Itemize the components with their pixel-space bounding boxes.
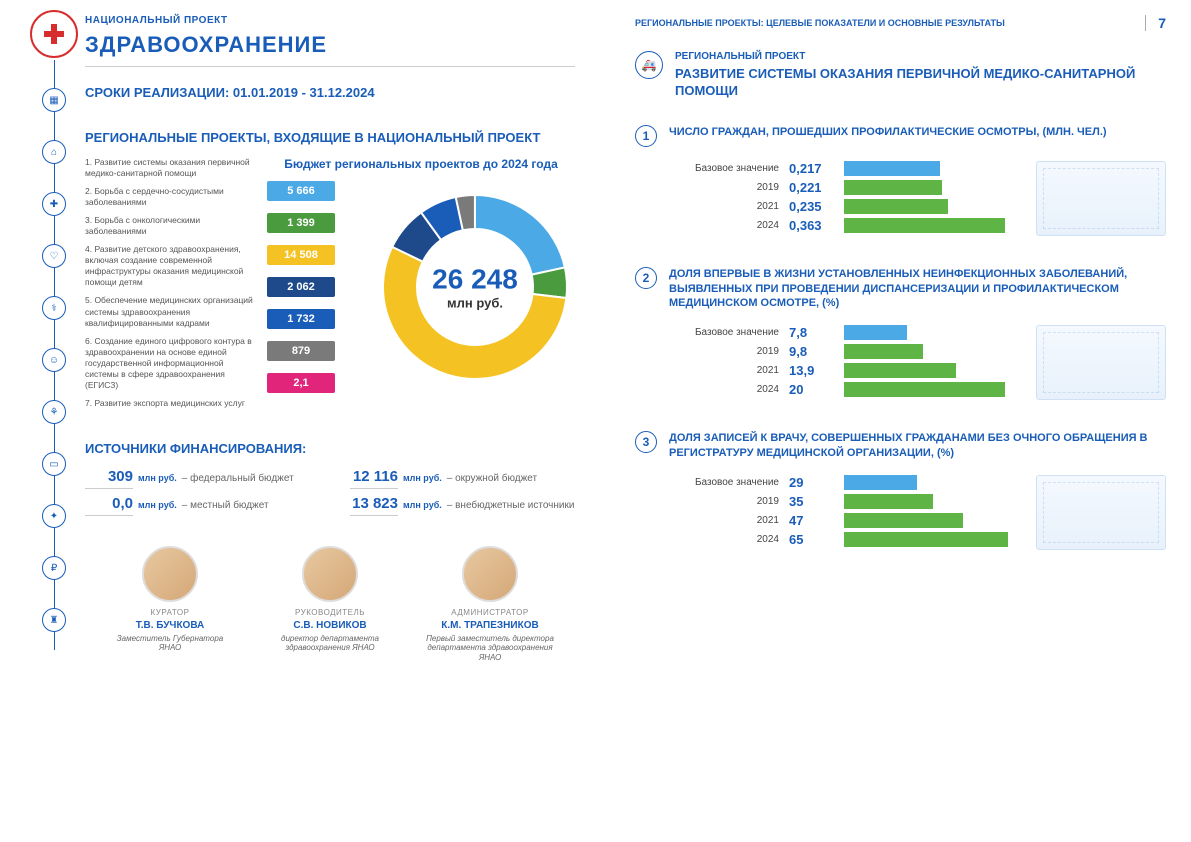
timeline-label: СРОКИ РЕАЛИЗАЦИИ: 01.01.2019 - 31.12.202…	[85, 85, 575, 100]
building-icon: ⌂	[42, 140, 66, 164]
indicator-chart: Базовое значение 29 2019 35 2021 47 2024…	[669, 475, 1021, 551]
page-number: 7	[1145, 15, 1166, 31]
indicator-title: ДОЛЯ ЗАПИСЕЙ К ВРАЧУ, СОВЕРШЕННЫХ ГРАЖДА…	[669, 431, 1166, 461]
indicators-list: 1 ЧИСЛО ГРАЖДАН, ПРОШЕДШИХ ПРОФИЛАКТИЧЕС…	[635, 125, 1166, 551]
page-title: ЗДРАВООХРАНЕНИЕ	[85, 32, 575, 58]
project-item: 7. Развитие экспорта медицинских услуг	[85, 398, 255, 409]
project-item: 1. Развитие системы оказания первичной м…	[85, 157, 255, 179]
budget-badge: 2,1	[267, 373, 335, 393]
indicator: 3 ДОЛЯ ЗАПИСЕЙ К ВРАЧУ, СОВЕРШЕННЫХ ГРАЖ…	[635, 431, 1166, 551]
avatar	[142, 546, 198, 602]
indicator-number: 2	[635, 267, 657, 289]
budget-badge: 2 062	[267, 277, 335, 297]
indicator-illustration	[1036, 325, 1166, 400]
indicator-row: 2021 47	[669, 513, 1021, 528]
indicator-row: 2021 0,235	[669, 199, 1021, 214]
side-icon-rail: ▦ ⌂ ✚ ♡ ⚕ ☺ ⚘ ▭ ✦ ₽ ♜	[30, 10, 78, 660]
ambulance-icon: ✚	[42, 192, 66, 216]
finance-item: 12 116млн руб.– окружной бюджет	[350, 468, 575, 489]
export-icon: ♜	[42, 608, 66, 632]
avatar	[302, 546, 358, 602]
project-item: 5. Обеспечение медицинских организаций с…	[85, 295, 255, 328]
project-item: 6. Создание единого цифрового контура в …	[85, 336, 255, 391]
indicator-chart: Базовое значение 0,217 2019 0,221 2021 0…	[669, 161, 1021, 237]
network-icon: ✦	[42, 504, 66, 528]
national-project-label: НАЦИОНАЛЬНЫЙ ПРОЕКТ	[85, 15, 575, 26]
indicator-chart: Базовое значение 7,8 2019 9,8 2021 13,9 …	[669, 325, 1021, 401]
regional-label: РЕГИОНАЛЬНЫЙ ПРОЕКТ	[675, 51, 1166, 62]
budget-badge: 879	[267, 341, 335, 361]
ribbon-icon: ⚕	[42, 296, 66, 320]
finance-heading: ИСТОЧНИКИ ФИНАНСИРОВАНИЯ:	[85, 441, 575, 456]
indicator-row: 2024 20	[669, 382, 1021, 397]
indicator-row: 2019 9,8	[669, 344, 1021, 359]
indicator-illustration	[1036, 161, 1166, 236]
donut-unit: млн руб.	[432, 296, 518, 311]
staff-icon: ⚘	[42, 400, 66, 424]
finance-item: 13 823млн руб.– внебюджетные источники	[350, 495, 575, 516]
budget-badge: 1 399	[267, 213, 335, 233]
indicator-row: 2019 0,221	[669, 180, 1021, 195]
project-item: 4. Развитие детского здравоохранения, вк…	[85, 244, 255, 288]
budget-badges: 5 666 1 399 14 508 2 062 1 732 879 2,1	[267, 181, 335, 393]
ambulance-icon: 🚑	[635, 51, 663, 79]
people-row: КУРАТОРТ.В. БУЧКОВАЗаместитель Губернато…	[85, 546, 575, 663]
budget-badge: 1 732	[267, 309, 335, 329]
projects-heading: РЕГИОНАЛЬНЫЕ ПРОЕКТЫ, ВХОДЯЩИЕ В НАЦИОНА…	[85, 130, 575, 145]
finance-grid: 309млн руб.– федеральный бюджет 12 116млн…	[85, 468, 575, 516]
indicator: 1 ЧИСЛО ГРАЖДАН, ПРОШЕДШИХ ПРОФИЛАКТИЧЕС…	[635, 125, 1166, 237]
health-cross-icon	[30, 10, 78, 58]
finance-item: 309млн руб.– федеральный бюджет	[85, 468, 310, 489]
indicator-number: 3	[635, 431, 657, 453]
indicator-title: ЧИСЛО ГРАЖДАН, ПРОШЕДШИХ ПРОФИЛАКТИЧЕСКИ…	[669, 125, 1107, 147]
person-card: АДМИНИСТРАТОРК.М. ТРАПЕЗНИКОВПервый заме…	[425, 546, 555, 663]
donut-chart: 26 248 млн руб.	[375, 187, 575, 387]
indicator-row: 2021 13,9	[669, 363, 1021, 378]
money-icon: ₽	[42, 556, 66, 580]
indicator: 2 ДОЛЯ ВПЕРВЫЕ В ЖИЗНИ УСТАНОВЛЕННЫХ НЕИ…	[635, 267, 1166, 402]
screen-icon: ▭	[42, 452, 66, 476]
right-header-text: РЕГИОНАЛЬНЫЕ ПРОЕКТЫ: ЦЕЛЕВЫЕ ПОКАЗАТЕЛИ…	[635, 18, 1005, 28]
budget-badge: 5 666	[267, 181, 335, 201]
indicator-row: 2024 0,363	[669, 218, 1021, 233]
person-card: КУРАТОРТ.В. БУЧКОВАЗаместитель Губернато…	[105, 546, 235, 663]
budget-title: Бюджет региональных проектов до 2024 год…	[267, 157, 575, 171]
child-icon: ☺	[42, 348, 66, 372]
indicator-row: Базовое значение 29	[669, 475, 1021, 490]
avatar	[462, 546, 518, 602]
finance-item: 0,0млн руб.– местный бюджет	[85, 495, 310, 516]
budget-badge: 14 508	[267, 245, 335, 265]
indicator-illustration	[1036, 475, 1166, 550]
indicator-row: 2024 65	[669, 532, 1021, 547]
divider	[85, 66, 575, 67]
regional-title: РАЗВИТИЕ СИСТЕМЫ ОКАЗАНИЯ ПЕРВИЧНОЙ МЕДИ…	[675, 66, 1166, 100]
indicator-row: Базовое значение 7,8	[669, 325, 1021, 340]
heart-icon: ♡	[42, 244, 66, 268]
project-item: 3. Борьба с онкологическими заболеваниям…	[85, 215, 255, 237]
project-list: 1. Развитие системы оказания первичной м…	[85, 157, 255, 416]
indicator-row: 2019 35	[669, 494, 1021, 509]
indicator-title: ДОЛЯ ВПЕРВЫЕ В ЖИЗНИ УСТАНОВЛЕННЫХ НЕИНФ…	[669, 267, 1166, 312]
person-card: РУКОВОДИТЕЛЬС.В. НОВИКОВдиректор департа…	[265, 546, 395, 663]
project-item: 2. Борьба с сердечно-сосудистыми заболев…	[85, 186, 255, 208]
indicator-row: Базовое значение 0,217	[669, 161, 1021, 176]
indicator-number: 1	[635, 125, 657, 147]
donut-total: 26 248	[432, 264, 518, 296]
calendar-icon: ▦	[42, 88, 66, 112]
